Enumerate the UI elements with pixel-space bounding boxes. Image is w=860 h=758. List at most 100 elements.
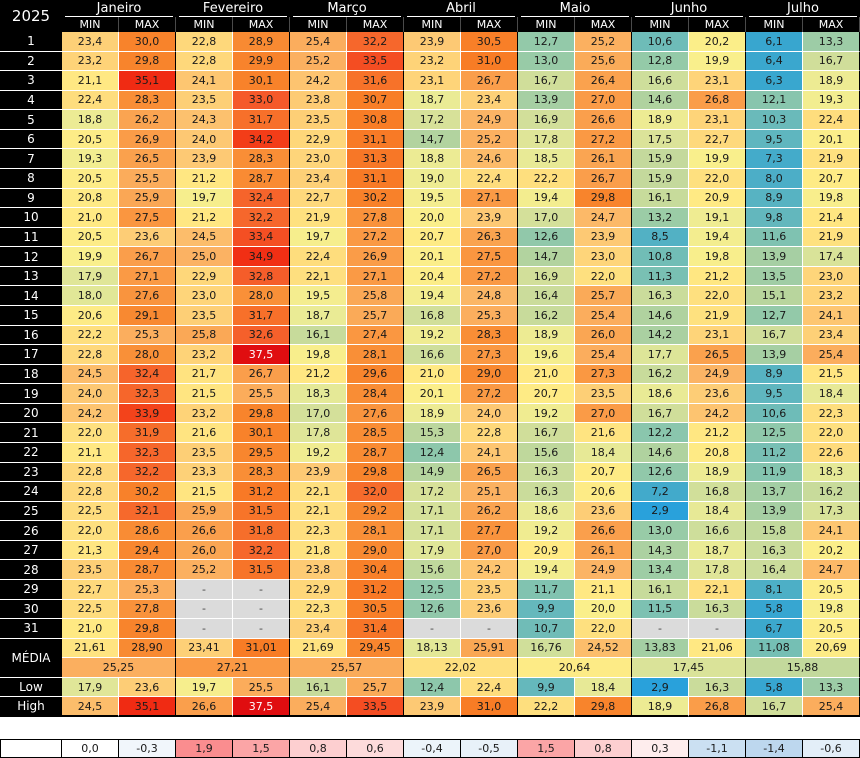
temp-cell[interactable]: 23,4 bbox=[290, 168, 347, 189]
temp-cell[interactable]: 27,2 bbox=[461, 384, 518, 404]
temp-cell[interactable]: 30,0 bbox=[119, 32, 176, 52]
temp-cell[interactable]: 7,3 bbox=[746, 149, 803, 169]
temp-cell[interactable]: 33,0 bbox=[233, 90, 290, 111]
temp-cell[interactable]: 26,6 bbox=[575, 521, 632, 541]
temp-cell[interactable]: 20,0 bbox=[404, 208, 461, 228]
temp-cell[interactable]: 22,7 bbox=[290, 188, 347, 209]
anomaly-cell[interactable]: -0,5 bbox=[461, 738, 518, 758]
temp-cell[interactable]: 5,8 bbox=[746, 599, 803, 620]
temp-cell[interactable]: 22,4 bbox=[290, 247, 347, 267]
temp-cell[interactable]: 13,3 bbox=[803, 32, 860, 52]
temp-cell[interactable]: 31,2 bbox=[233, 482, 290, 502]
temp-cell[interactable]: 27,2 bbox=[461, 266, 518, 287]
anomaly-cell[interactable]: 1,9 bbox=[176, 738, 233, 758]
temp-cell[interactable]: 19,7 bbox=[176, 188, 233, 209]
temp-cell[interactable]: 21,3 bbox=[62, 540, 119, 561]
temp-cell[interactable]: 12,7 bbox=[746, 305, 803, 326]
temp-cell[interactable]: 32,2 bbox=[347, 32, 404, 52]
temp-cell[interactable]: 24,1 bbox=[461, 442, 518, 463]
temp-cell[interactable]: 21,2 bbox=[290, 364, 347, 385]
temp-cell[interactable]: 25,9 bbox=[119, 188, 176, 209]
temp-cell[interactable]: 28,7 bbox=[347, 442, 404, 463]
day-label[interactable]: 28 bbox=[0, 560, 62, 580]
temp-cell[interactable]: 23,9 bbox=[461, 208, 518, 228]
temp-cell[interactable]: 12,5 bbox=[404, 579, 461, 600]
low-cell[interactable]: 25,5 bbox=[233, 677, 290, 698]
temp-cell[interactable]: 17,1 bbox=[404, 501, 461, 522]
anomaly-cell[interactable]: -0,3 bbox=[119, 738, 176, 758]
media-cell[interactable]: 21,61 bbox=[62, 638, 119, 659]
temp-cell[interactable]: 13,0 bbox=[518, 51, 575, 72]
anomaly-cell[interactable]: 0,6 bbox=[347, 738, 404, 758]
day-label[interactable]: 16 bbox=[0, 325, 62, 346]
temp-cell[interactable]: 25,4 bbox=[575, 305, 632, 326]
temp-cell[interactable]: 24,0 bbox=[62, 384, 119, 404]
minmax-header[interactable]: MIN bbox=[176, 17, 233, 32]
temp-cell[interactable]: 18,6 bbox=[632, 384, 689, 404]
temp-cell[interactable]: 16,7 bbox=[518, 423, 575, 443]
temp-cell[interactable]: 23,8 bbox=[290, 560, 347, 580]
temp-cell[interactable]: 12,5 bbox=[746, 423, 803, 443]
temp-cell[interactable]: 25,6 bbox=[575, 51, 632, 72]
temp-cell[interactable]: 21,2 bbox=[176, 208, 233, 228]
temp-cell[interactable]: 16,1 bbox=[632, 188, 689, 209]
temp-cell[interactable]: 23,1 bbox=[689, 110, 746, 130]
temp-cell[interactable]: 16,4 bbox=[746, 560, 803, 580]
temp-cell[interactable]: 17,8 bbox=[518, 129, 575, 150]
temp-cell[interactable]: 15,3 bbox=[404, 423, 461, 443]
temp-cell[interactable]: 13,2 bbox=[632, 208, 689, 228]
temp-cell[interactable]: 26,7 bbox=[233, 364, 290, 385]
temp-cell[interactable]: 28,5 bbox=[347, 423, 404, 443]
temp-cell[interactable]: 8,5 bbox=[632, 227, 689, 248]
temp-cell[interactable]: 27,4 bbox=[347, 325, 404, 346]
anomaly-cell[interactable]: 0,8 bbox=[575, 738, 632, 758]
temp-cell[interactable]: 26,7 bbox=[119, 247, 176, 267]
temp-cell[interactable]: 20,9 bbox=[518, 540, 575, 561]
month-average-cell[interactable]: 27,21 bbox=[176, 658, 290, 678]
temp-cell[interactable]: 21,9 bbox=[803, 227, 860, 248]
day-label[interactable]: 2 bbox=[0, 51, 62, 72]
temp-cell[interactable]: 30,2 bbox=[119, 482, 176, 502]
temp-cell[interactable]: - bbox=[632, 619, 689, 639]
anomaly-cell[interactable]: 0,3 bbox=[632, 738, 689, 758]
low-cell[interactable]: 13,3 bbox=[803, 677, 860, 698]
low-cell[interactable]: 23,6 bbox=[119, 677, 176, 698]
temp-cell[interactable]: 17,2 bbox=[404, 110, 461, 130]
day-label[interactable]: 15 bbox=[0, 305, 62, 326]
temp-cell[interactable]: 29,1 bbox=[119, 305, 176, 326]
temp-cell[interactable]: 20,1 bbox=[404, 384, 461, 404]
temp-cell[interactable]: - bbox=[689, 619, 746, 639]
media-cell[interactable]: 21,06 bbox=[689, 638, 746, 659]
temp-cell[interactable]: 13,9 bbox=[746, 345, 803, 365]
temp-cell[interactable]: 18,0 bbox=[62, 286, 119, 306]
temp-cell[interactable]: 22,8 bbox=[62, 345, 119, 365]
media-cell[interactable]: 24,52 bbox=[575, 638, 632, 659]
temp-cell[interactable]: 28,3 bbox=[119, 90, 176, 111]
temp-cell[interactable]: 25,7 bbox=[347, 305, 404, 326]
temp-cell[interactable]: 31,2 bbox=[347, 579, 404, 600]
temp-cell[interactable]: 20,1 bbox=[803, 129, 860, 150]
minmax-header[interactable]: MAX bbox=[803, 17, 860, 32]
temp-cell[interactable]: 29,8 bbox=[119, 619, 176, 639]
temp-cell[interactable]: 23,2 bbox=[62, 51, 119, 72]
temp-cell[interactable]: 19,4 bbox=[518, 188, 575, 209]
temp-cell[interactable]: 15,9 bbox=[632, 168, 689, 189]
temp-cell[interactable]: 21,2 bbox=[689, 423, 746, 443]
temp-cell[interactable]: 21,4 bbox=[803, 208, 860, 228]
minmax-header[interactable]: MAX bbox=[689, 17, 746, 32]
temp-cell[interactable]: 24,9 bbox=[689, 364, 746, 385]
temp-cell[interactable]: 25,7 bbox=[575, 286, 632, 306]
temp-cell[interactable]: - bbox=[404, 619, 461, 639]
temp-cell[interactable]: 23,5 bbox=[575, 384, 632, 404]
temp-cell[interactable]: 17,8 bbox=[290, 423, 347, 443]
temp-cell[interactable]: 24,5 bbox=[62, 364, 119, 385]
day-label[interactable]: 20 bbox=[0, 403, 62, 424]
temp-cell[interactable]: 19,7 bbox=[290, 227, 347, 248]
temp-cell[interactable]: 23,0 bbox=[803, 266, 860, 287]
day-label[interactable]: 17 bbox=[0, 345, 62, 365]
temp-cell[interactable]: 26,6 bbox=[575, 110, 632, 130]
temp-cell[interactable]: 16,2 bbox=[803, 482, 860, 502]
temp-cell[interactable]: 27,0 bbox=[461, 540, 518, 561]
temp-cell[interactable]: 28,6 bbox=[119, 521, 176, 541]
temp-cell[interactable]: 26,5 bbox=[119, 149, 176, 169]
